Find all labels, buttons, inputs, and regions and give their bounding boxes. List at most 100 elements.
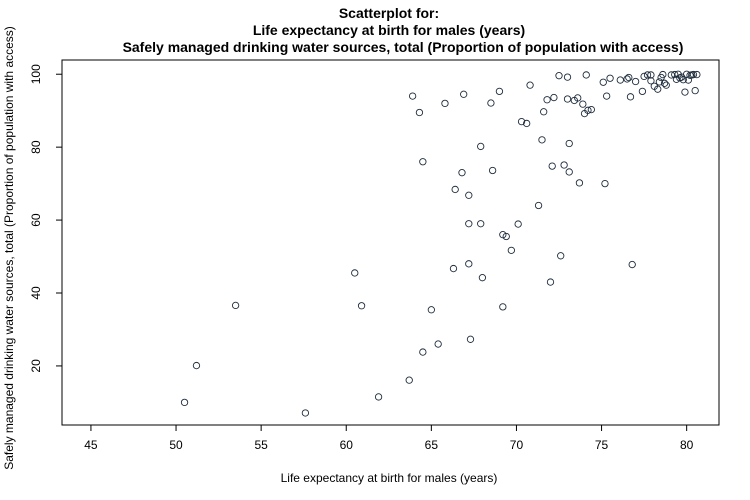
chart-title-line-3: Safely managed drinking water sources, t… <box>123 39 684 55</box>
data-point <box>478 274 487 282</box>
data-point <box>631 77 640 86</box>
data-point <box>638 87 647 96</box>
data-point <box>477 220 485 228</box>
data-point <box>507 246 515 254</box>
data-point <box>625 73 633 82</box>
data-point <box>546 278 555 286</box>
data-point <box>601 179 609 188</box>
data-point <box>231 301 240 310</box>
x-tick-label: 50 <box>169 438 183 452</box>
x-tick-label: 75 <box>595 438 609 452</box>
data-point <box>526 81 534 89</box>
data-point <box>689 70 698 79</box>
data-point <box>405 376 413 384</box>
data-point <box>427 306 435 314</box>
data-point <box>603 92 611 100</box>
data-point <box>351 269 359 277</box>
y-axis-label: Safely managed drinking water sources, t… <box>2 26 16 470</box>
data-point <box>540 108 548 116</box>
data-point <box>606 74 614 82</box>
data-point <box>451 185 459 194</box>
data-point <box>643 71 652 79</box>
data-point <box>415 108 424 117</box>
y-tick-label: 100 <box>29 64 43 84</box>
data-point <box>460 90 468 98</box>
data-point <box>557 252 565 260</box>
data-point <box>538 136 546 144</box>
data-point <box>681 88 689 96</box>
x-tick-label: 80 <box>680 438 694 452</box>
data-point <box>465 220 473 228</box>
chart-title-line-1: Scatterplot for: <box>339 5 439 21</box>
data-point <box>654 85 662 93</box>
data-point <box>626 93 635 101</box>
data-point <box>550 93 558 102</box>
y-axis: 20 40 60 80 100 <box>29 64 62 373</box>
data-point <box>647 77 655 85</box>
data-point <box>565 139 573 148</box>
data-point <box>499 231 507 239</box>
data-point <box>655 78 664 86</box>
data-point <box>534 201 543 210</box>
data-point <box>640 72 648 81</box>
data-point <box>192 361 201 370</box>
data-point <box>514 220 522 228</box>
x-axis-label: Life expectancy at birth for males (year… <box>281 471 498 485</box>
data-point <box>575 179 584 187</box>
x-tick-label: 55 <box>254 438 268 452</box>
data-point <box>488 166 497 175</box>
chart-title-line-2: Life expectancy at birth for males (year… <box>253 22 525 38</box>
y-tick-label: 80 <box>29 140 43 154</box>
data-point <box>465 191 473 199</box>
data-point <box>582 71 590 79</box>
y-tick-label: 40 <box>29 286 43 300</box>
data-point <box>419 348 427 356</box>
data-point <box>441 99 449 108</box>
data-point <box>584 106 592 114</box>
data-point <box>660 79 669 87</box>
data-point <box>684 76 693 84</box>
data-point <box>623 75 631 83</box>
x-tick-label: 70 <box>510 438 524 452</box>
data-point <box>560 161 568 169</box>
x-axis: 45 50 55 60 65 70 75 80 <box>84 425 694 452</box>
data-point <box>477 142 485 151</box>
data-point <box>587 105 595 114</box>
data-point <box>548 162 556 170</box>
data-point <box>574 94 582 102</box>
data-points <box>180 70 701 417</box>
y-tick-label: 60 <box>29 213 43 227</box>
data-point <box>523 119 531 128</box>
data-point <box>180 398 189 407</box>
data-point <box>563 95 572 103</box>
data-point <box>374 393 383 401</box>
data-point <box>502 232 510 241</box>
data-point <box>662 81 670 89</box>
x-tick-label: 65 <box>425 438 439 452</box>
data-point <box>499 303 507 311</box>
data-point <box>563 73 572 81</box>
data-point <box>691 86 699 95</box>
data-point <box>679 76 687 84</box>
data-point <box>466 335 475 343</box>
data-point <box>495 87 504 96</box>
data-point <box>555 72 563 80</box>
x-tick-label: 60 <box>340 438 354 452</box>
data-point <box>487 99 495 107</box>
data-point <box>449 264 458 273</box>
data-point <box>579 100 587 108</box>
data-point <box>565 168 573 176</box>
data-point <box>628 260 636 269</box>
data-point <box>301 409 310 417</box>
data-point <box>543 96 551 104</box>
data-point <box>667 71 675 79</box>
x-tick-label: 45 <box>84 438 98 452</box>
data-point <box>599 78 607 86</box>
data-point <box>616 76 624 84</box>
y-tick-label: 20 <box>29 359 43 373</box>
data-point <box>517 117 526 126</box>
data-point <box>647 71 655 79</box>
data-point <box>693 70 701 79</box>
